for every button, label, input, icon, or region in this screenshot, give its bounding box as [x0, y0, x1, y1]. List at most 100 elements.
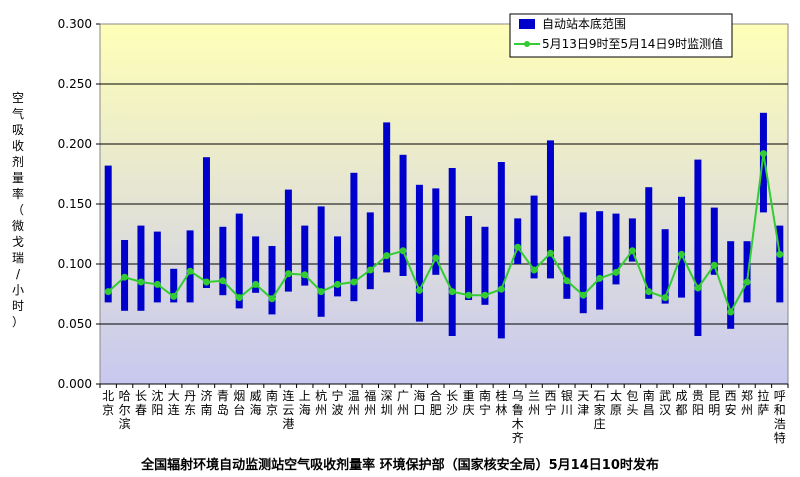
y-tick-label: 0.200: [58, 137, 92, 151]
y-tick-label: 0.050: [58, 317, 92, 331]
range-bar: [284, 189, 292, 292]
x-tick-label: 烟台: [233, 389, 245, 417]
x-tick-label: 重庆: [463, 389, 475, 417]
x-tick-label: 太原: [610, 388, 622, 417]
x-tick-label: 上海: [299, 389, 311, 417]
x-tick-label: 宁波: [332, 388, 344, 417]
data-point: [612, 268, 620, 276]
legend: 自动站本底范围 5月13日9时至5月14日9时监测值: [509, 13, 733, 58]
data-point: [219, 277, 227, 285]
data-point: [317, 288, 325, 296]
data-point: [563, 277, 571, 285]
data-point: [383, 252, 391, 260]
x-tick-label: 兰州: [528, 389, 540, 417]
range-bar: [186, 230, 194, 303]
x-tick-label: 拉萨: [757, 388, 769, 417]
x-tick-label: 成都: [676, 389, 688, 417]
data-point: [284, 270, 292, 278]
data-point: [727, 308, 735, 316]
x-tick-label: 包头: [626, 389, 638, 417]
x-axis-labels: 北京哈尔滨长春沈阳大连丹东济南青岛烟台威海南京连云港上海杭州宁波温州福州深圳广州…: [99, 383, 789, 445]
y-axis-label: 空气吸收剂量率（微戈瑞/小时）: [12, 91, 24, 329]
range-bar: [596, 211, 604, 310]
range-bar: [415, 184, 423, 322]
data-point: [546, 249, 554, 257]
x-tick-label: 桂林: [495, 388, 507, 417]
range-bar: [481, 226, 489, 305]
data-point: [628, 247, 636, 255]
x-tick-label: 南京: [266, 388, 278, 417]
x-tick-label: 天津: [577, 389, 589, 417]
x-tick-label: 威海: [250, 389, 262, 417]
range-bar: [759, 112, 767, 213]
legend-swatch-marker: [524, 41, 530, 47]
measurement-line: [104, 150, 784, 316]
range-bar: [432, 188, 440, 275]
data-point: [399, 247, 407, 255]
range-bar: [563, 236, 571, 299]
data-point: [579, 291, 587, 299]
data-point: [645, 288, 653, 296]
range-bar: [202, 157, 210, 288]
data-point: [350, 278, 358, 286]
range-bar: [530, 195, 538, 279]
x-tick-label: 深圳: [381, 389, 393, 417]
bars: [104, 112, 784, 339]
y-tick-label: 0.100: [58, 257, 92, 271]
data-point: [481, 291, 489, 299]
data-point: [252, 280, 260, 288]
range-bar: [645, 187, 653, 299]
range-bar: [301, 225, 309, 286]
x-tick-label: 温州: [348, 389, 360, 417]
data-point: [334, 280, 342, 288]
range-bar: [350, 172, 358, 302]
range-bar: [219, 226, 227, 296]
x-tick-label: 济南: [200, 388, 212, 417]
range-bar: [710, 207, 718, 275]
range-bar: [235, 213, 243, 309]
x-tick-label: 石家庄: [594, 389, 606, 431]
data-point: [694, 284, 702, 292]
data-point: [661, 294, 669, 302]
range-bar: [776, 225, 784, 303]
range-bar: [170, 268, 178, 303]
range-bar: [546, 140, 554, 279]
range-bar: [727, 241, 735, 329]
range-bar: [448, 168, 456, 336]
range-bar: [334, 236, 342, 297]
x-tick-label: 呼和浩特: [774, 389, 786, 445]
chart-caption: 全国辐射环境自动监测站空气吸收剂量率 环境保护部（国家核安全局）5月14日10时…: [141, 458, 659, 473]
data-point: [366, 266, 374, 274]
x-tick-label: 大连: [168, 389, 180, 417]
x-tick-label: 武汉: [659, 389, 671, 417]
x-tick-label: 海口: [413, 388, 425, 417]
range-bar: [153, 231, 161, 303]
data-point: [202, 278, 210, 286]
x-tick-label: 银川: [561, 389, 573, 417]
data-point: [432, 254, 440, 262]
data-point: [678, 250, 686, 258]
x-tick-label: 青岛: [217, 389, 229, 417]
range-bar: [743, 241, 751, 303]
data-point: [596, 274, 604, 282]
x-tick-label: 长春: [135, 389, 147, 417]
x-tick-label: 丹东: [184, 389, 196, 417]
x-tick-label: 广州: [397, 389, 409, 417]
range-bar: [628, 218, 636, 262]
range-bar: [399, 154, 407, 276]
range-bar: [383, 122, 391, 273]
range-bar: [694, 159, 702, 336]
data-point: [268, 295, 276, 303]
x-tick-label: 西安: [725, 389, 737, 417]
x-tick-label: 连云港: [282, 388, 294, 431]
y-axis-ticks: 0.000 0.050 0.100 0.150 0.200 0.250 0.300: [58, 17, 100, 391]
x-tick-label: 乌鲁木齐: [512, 388, 524, 445]
data-point: [301, 271, 309, 279]
x-tick-label: 沈阳: [151, 388, 163, 417]
data-point: [104, 288, 112, 296]
range-bar: [317, 206, 325, 317]
legend-label-line: 5月13日9时至5月14日9时监测值: [542, 36, 723, 51]
y-axis-title: 空气吸收剂量率（微戈瑞/小时）: [12, 91, 24, 329]
y-tick-label: 0.000: [58, 377, 92, 391]
